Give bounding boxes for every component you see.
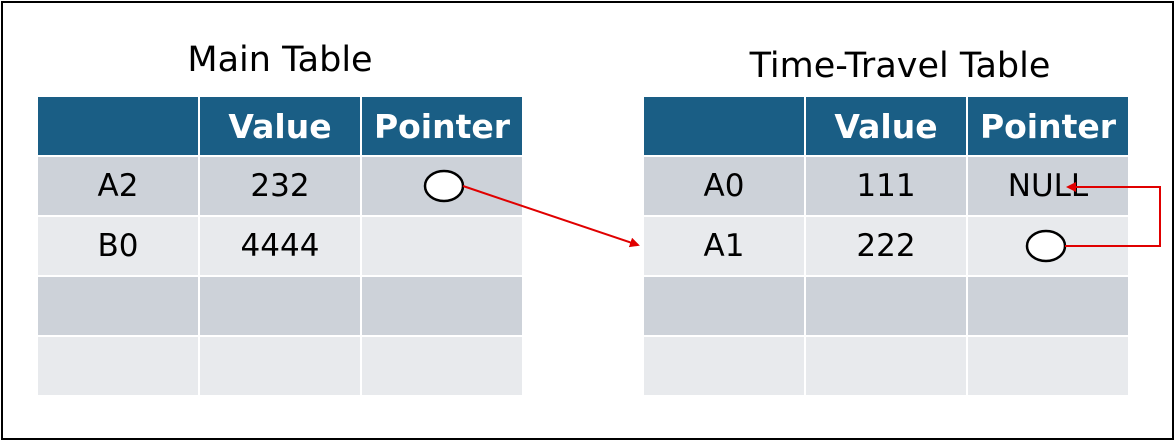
header-key (642, 95, 806, 157)
time-travel-table-header-row: Value Pointer (642, 95, 1130, 157)
row-key (36, 335, 200, 397)
row-value (804, 335, 968, 397)
row-key (642, 275, 806, 337)
row-value (198, 275, 362, 337)
header-pointer: Pointer (360, 95, 524, 157)
header-key (36, 95, 200, 157)
row-key: A0 (642, 155, 806, 217)
row-pointer (360, 155, 524, 217)
header-value: Value (198, 95, 362, 157)
main-table: Value Pointer A2 232 B0 4444 (36, 95, 524, 397)
main-table-title: Main Table (187, 40, 373, 80)
table-row (642, 275, 1130, 337)
table-row: A1 222 (642, 215, 1130, 277)
table-row (36, 275, 524, 337)
row-pointer (360, 275, 524, 337)
row-pointer (966, 215, 1130, 277)
row-pointer (360, 215, 524, 277)
row-key: B0 (36, 215, 200, 277)
row-key: A1 (642, 215, 806, 277)
row-value (198, 335, 362, 397)
row-value: 4444 (198, 215, 362, 277)
row-key (642, 335, 806, 397)
time-travel-table-title: Time-Travel Table (749, 46, 1051, 86)
row-value: 222 (804, 215, 968, 277)
main-table-header-row: Value Pointer (36, 95, 524, 157)
table-row: A2 232 (36, 155, 524, 217)
row-value: 232 (198, 155, 362, 217)
table-row (642, 335, 1130, 397)
table-row (36, 335, 524, 397)
row-pointer: NULL (966, 155, 1130, 217)
table-row: A0 111 NULL (642, 155, 1130, 217)
row-key (36, 275, 200, 337)
time-travel-table: Value Pointer A0 111 NULL A1 222 (642, 95, 1130, 397)
row-value: 111 (804, 155, 968, 217)
row-key: A2 (36, 155, 200, 217)
table-row: B0 4444 (36, 215, 524, 277)
header-pointer: Pointer (966, 95, 1130, 157)
row-pointer (360, 335, 524, 397)
row-pointer (966, 275, 1130, 337)
row-value (804, 275, 968, 337)
header-value: Value (804, 95, 968, 157)
row-pointer (966, 335, 1130, 397)
